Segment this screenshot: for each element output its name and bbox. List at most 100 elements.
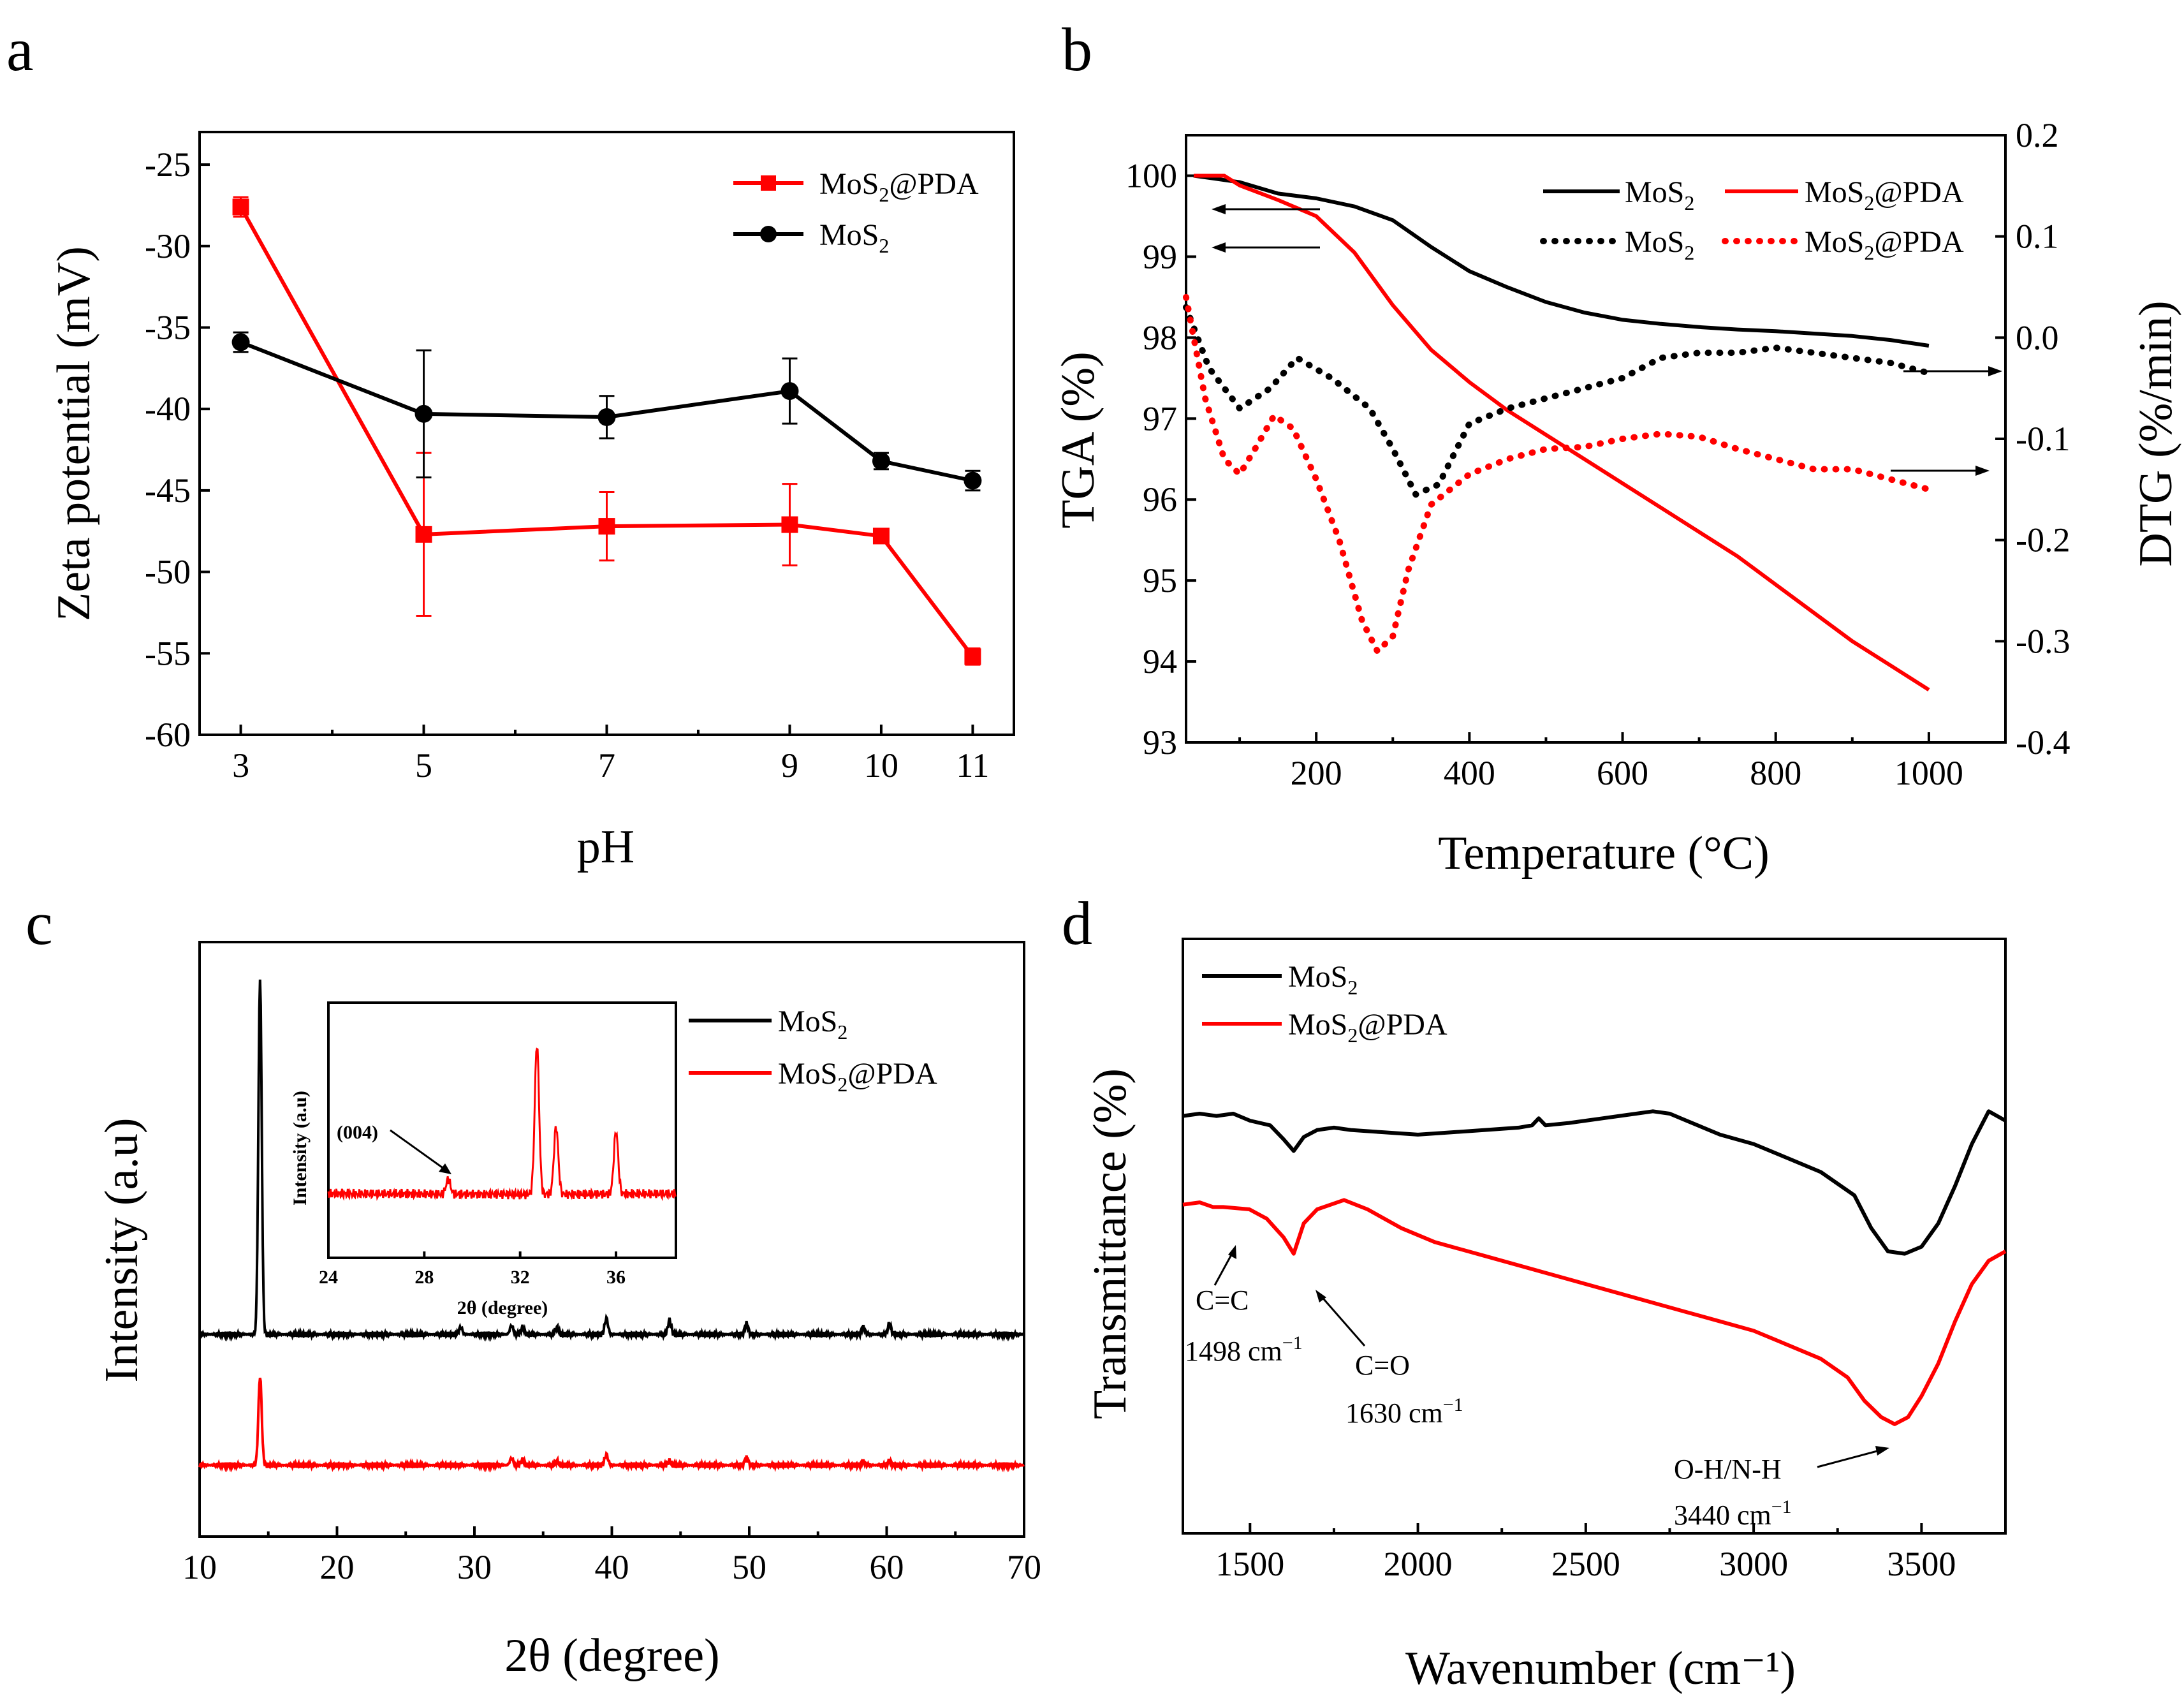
legend-b-label-4: MoS2@PDA (1805, 225, 1964, 264)
panel-letter-a: a (6, 15, 34, 84)
b-ytick-label-5: 98 (1143, 318, 1177, 357)
b-series-line-1 (1194, 173, 1930, 692)
annot-co-arrow (1319, 1294, 1366, 1346)
b-ytick-label-7: 100 (1125, 156, 1177, 195)
inset-xtick-label-0: 24 (319, 1267, 338, 1288)
panel-c-plot-frame (198, 941, 1025, 1538)
a-xtick-label-0: 3 (232, 746, 249, 785)
panel-c-legend: MoS2 MoS2@PDA (689, 1005, 937, 1096)
b-ytick-right-label-5: -0.3 (2016, 622, 2070, 660)
a-point-1-2 (597, 408, 616, 426)
panel-c-series (198, 979, 1025, 1473)
a-point-0-4 (872, 527, 890, 545)
d-xtick-label-4: 3500 (1887, 1545, 1956, 1583)
a-xtick-label-3: 9 (781, 746, 798, 785)
panel-b-y-axis-title-right: DTG (%/min) (2130, 300, 2182, 566)
panel-c-xrd: c 10 20 30 40 50 60 70 2θ (degree) Intensity (… (26, 889, 1041, 1682)
panel-a-y-ticks: -25 -30 -35 -40 -45 -50 -55 -60 (145, 145, 210, 754)
c-xtick-label-5: 60 (870, 1548, 904, 1586)
a-ytick-label-5: -50 (145, 553, 191, 591)
panel-d-x-ticks: 1500 2000 2500 3000 3500 (1215, 1523, 1956, 1583)
b-xtick-label-0: 200 (1291, 754, 1342, 792)
inset-annotation-arrow (390, 1129, 447, 1172)
panel-d-annotations: C=C 1498 cm−1 C=O 1630 cm−1 O-H/N-H 3440… (1185, 1245, 1889, 1531)
b-xtick-label-1: 400 (1444, 754, 1495, 792)
a-ytick-label-2: -35 (145, 308, 191, 346)
panel-a-x-axis-title: pH (577, 821, 634, 873)
inset-annotation-arrowhead (439, 1163, 451, 1174)
b-xtick-label-3: 800 (1750, 754, 1801, 792)
panel-d-x-axis-title: Wavenumber (cm⁻¹) (1405, 1642, 1796, 1695)
a-point-0-1 (415, 526, 432, 543)
panel-a-series (231, 196, 982, 666)
panel-a-legend: MoS2@PDA MoS2 (733, 167, 979, 257)
inset-x-axis-title: 2θ (degree) (457, 1297, 548, 1318)
annot-cc-value: 1498 cm−1 (1185, 1332, 1303, 1367)
panel-b-x-axis-title: Temperature (°C) (1438, 827, 1770, 880)
b-series-line-3 (1183, 293, 1932, 655)
d-xtick-label-1: 2000 (1384, 1545, 1453, 1583)
legend-a-label-mos2-pda: MoS2@PDA (819, 167, 979, 206)
panel-d-y-axis-title: Transmittance (%) (1084, 1068, 1136, 1419)
c-xtick-label-3: 40 (595, 1548, 629, 1586)
panel-b-y-axis-title-left: TGA (%) (1052, 351, 1104, 528)
inset-xtick-label-3: 36 (606, 1267, 626, 1288)
c-series-line-1 (198, 1377, 1025, 1473)
c-xtick-label-1: 20 (320, 1548, 355, 1586)
b-ytick-label-6: 99 (1143, 237, 1177, 276)
panel-b-y-ticks-left: 93 94 95 96 97 98 99 100 (1125, 156, 1196, 762)
d-xtick-label-2: 2500 (1551, 1545, 1620, 1583)
panel-b-series (1183, 173, 1932, 692)
a-point-1-0 (231, 333, 250, 351)
b-xtick-label-4: 1000 (1895, 754, 1963, 792)
a-xtick-label-4: 10 (864, 746, 898, 785)
a-point-0-3 (781, 516, 798, 533)
b-ytick-label-2: 95 (1143, 561, 1177, 600)
panel-letter-b: b (1062, 15, 1092, 84)
panel-b-arrows (1212, 204, 2002, 476)
panel-a-y-axis-title: Zeta potential (mV) (48, 246, 100, 621)
annot-oh-arrowhead (1875, 1446, 1889, 1456)
b-ytick-right-label-1: 0.1 (2016, 218, 2059, 256)
inset-series-line (327, 1047, 677, 1202)
a-point-0-0 (232, 198, 249, 216)
panel-c-inset: 24 28 32 36 2θ (degree) Intensity (a.u) (00… (289, 1001, 677, 1318)
a-xtick-label-5: 11 (956, 746, 989, 785)
a-series-line-0 (238, 206, 974, 658)
legend-a-marker-2 (760, 226, 777, 242)
panel-b-legend: MoS2 MoS2@PDA MoS2 MoS2@PDA (1540, 175, 1964, 264)
panel-d-series (1182, 1109, 2007, 1426)
legend-d-label-2: MoS2@PDA (1288, 1008, 1447, 1047)
a-series-line-1 (240, 340, 974, 483)
inset-xtick-label-2: 32 (511, 1267, 530, 1288)
a-point-0-5 (964, 648, 981, 665)
a-ytick-label-3: -40 (145, 390, 191, 428)
b-ytick-label-0: 93 (1143, 723, 1177, 762)
annot-co-value: 1630 cm−1 (1345, 1394, 1463, 1429)
panel-b-y-ticks-right: 0.2 0.1 0.0 -0.1 -0.2 -0.3 -0.4 (1995, 116, 2070, 762)
a-point-1-1 (414, 404, 433, 423)
panel-b-tga-dtg: b 200 400 600 800 1000 93 94 95 96 97 98 99 100 0.2… (1052, 15, 2182, 880)
a-xtick-label-2: 7 (598, 746, 615, 785)
inset-annotation-004: (004) (337, 1122, 378, 1143)
legend-a-label-mos2: MoS2 (819, 218, 889, 257)
panel-letter-c: c (26, 889, 53, 957)
arrowhead-dtg-pda (1975, 466, 1990, 476)
arrowhead-tga-pda (1212, 242, 1226, 253)
panel-a-zeta-potential: a 3 5 7 9 10 11 -25 -30 -35 -40 -45 -50 -55 -60 pH Z… (6, 15, 1015, 873)
panel-c-x-axis-title: 2θ (degree) (504, 1630, 719, 1682)
d-series-line-1 (1182, 1198, 2007, 1426)
annot-oh-arrow (1817, 1448, 1885, 1468)
legend-c-label-2: MoS2@PDA (778, 1057, 937, 1096)
legend-d-label-1: MoS2 (1288, 960, 1358, 999)
panel-c-x-ticks: 10 20 30 40 50 60 70 (182, 1526, 1041, 1586)
b-ytick-right-label-6: -0.4 (2016, 723, 2070, 762)
annot-cc-arrow (1213, 1250, 1235, 1286)
b-series-line-2 (1183, 304, 1932, 498)
legend-c-label-1: MoS2 (778, 1005, 847, 1043)
d-series-line-0 (1182, 1109, 2007, 1256)
arrowhead-tga-mos2 (1212, 204, 1226, 214)
c-series-line-0 (198, 979, 1025, 1342)
legend-b-label-1: MoS2 (1625, 175, 1694, 214)
